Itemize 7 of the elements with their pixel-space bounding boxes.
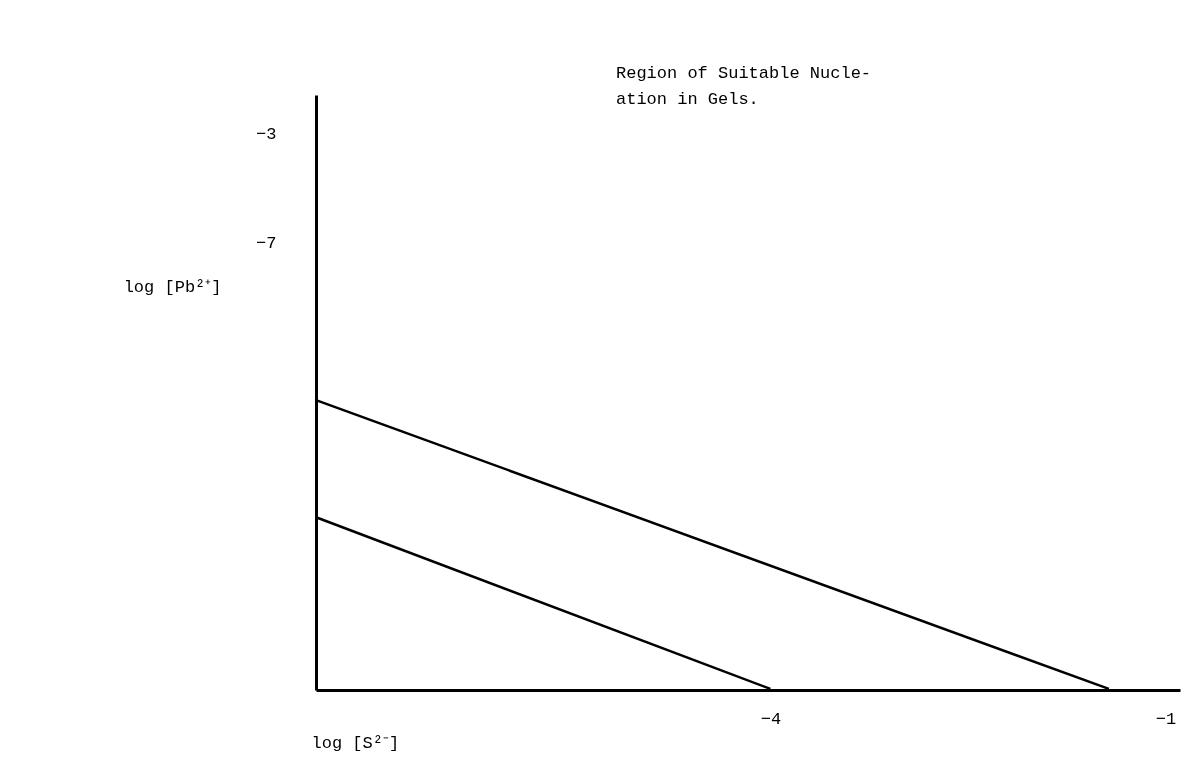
y-tick-label: −7	[256, 233, 277, 253]
annotation: Region of Suitable Nucle- ation in Gels.	[616, 64, 872, 109]
x-tick-label: −1	[1155, 709, 1177, 729]
x-axis-title: log [S²⁻]	[311, 733, 400, 753]
y-axis-title: log [Pb²⁺]	[123, 277, 222, 297]
y-tick-label: −3	[256, 124, 277, 144]
x-tick-label: −4	[760, 709, 782, 729]
